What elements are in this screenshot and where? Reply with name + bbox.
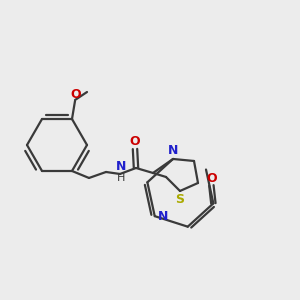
Text: O: O bbox=[130, 136, 140, 148]
Text: N: N bbox=[116, 160, 126, 173]
Text: S: S bbox=[176, 194, 184, 206]
Text: N: N bbox=[158, 210, 168, 223]
Text: O: O bbox=[206, 172, 217, 185]
Text: H: H bbox=[117, 173, 125, 183]
Text: N: N bbox=[168, 145, 178, 158]
Text: O: O bbox=[71, 88, 81, 100]
